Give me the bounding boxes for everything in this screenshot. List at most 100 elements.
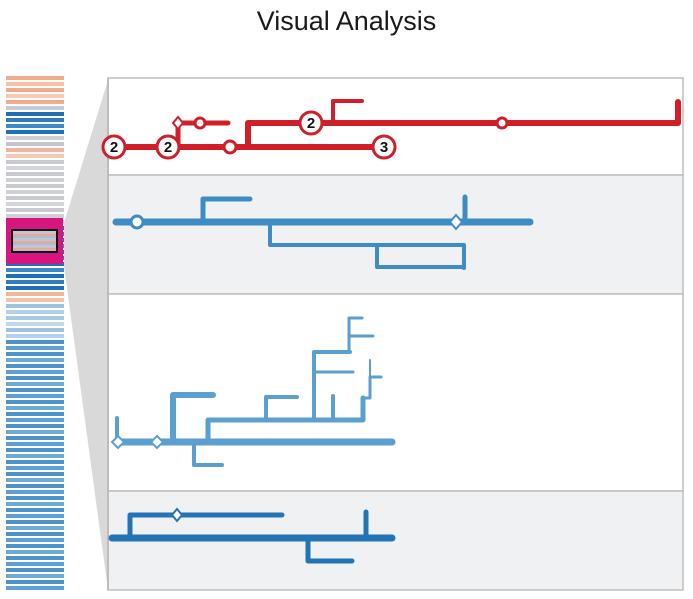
overview-stripe <box>6 556 64 560</box>
overview-stripe <box>6 106 64 110</box>
blue2-diamond-marker <box>448 213 464 231</box>
overview-stripe <box>6 466 64 470</box>
overview-viewport-selector[interactable] <box>6 218 63 264</box>
overview-stripe <box>6 382 64 386</box>
overview-stripe <box>6 484 64 488</box>
overview-stripe <box>6 310 64 314</box>
overview-stripe <box>6 298 64 302</box>
blue3-branch-b <box>205 395 366 445</box>
overview-stripe <box>6 454 64 458</box>
blue3-down-stub <box>192 440 224 467</box>
overview-stripe <box>6 262 64 266</box>
overview-stripe <box>6 520 64 524</box>
blue3-diamond-marker-left <box>110 434 126 450</box>
overview-stripe <box>6 124 64 128</box>
overview-stripe <box>6 118 64 122</box>
overview-stripe <box>6 370 64 374</box>
blue2-lower-branch <box>268 220 466 270</box>
panel-2-background <box>107 174 684 295</box>
red-node-text-2a: 2 <box>164 139 172 156</box>
overview-stripe <box>6 412 64 416</box>
overview-stripe <box>6 76 64 80</box>
overview-stripe <box>6 424 64 428</box>
blue4-diamond-marker <box>170 507 184 523</box>
panel-3-tree[interactable] <box>112 316 396 467</box>
overview-stripe <box>6 502 64 506</box>
overview-stripe <box>6 550 64 554</box>
zoom-funnel <box>64 80 108 590</box>
overview-stripe <box>6 172 64 176</box>
blue4-lower-stub <box>305 535 355 564</box>
red-circle-marker-right <box>495 116 509 130</box>
overview-stripe <box>6 142 64 146</box>
overview-stripe <box>6 190 64 194</box>
overview-stripe <box>6 400 64 404</box>
overview-stripe <box>6 154 64 158</box>
overview-stripe <box>6 490 64 494</box>
overview-stripe <box>6 316 64 320</box>
overview-stripe <box>6 532 64 536</box>
overview-stripe <box>6 184 64 188</box>
overview-stripe <box>6 496 64 500</box>
overview-stripe <box>6 100 64 104</box>
overview-stripe <box>6 136 64 140</box>
overview-stripe <box>6 178 64 182</box>
overview-stripe <box>6 94 64 98</box>
overview-stripe <box>6 214 64 218</box>
overview-stripe <box>6 82 64 86</box>
red-node-text-2b: 2 <box>307 115 315 132</box>
overview-stripe <box>6 340 64 344</box>
overview-stripe <box>6 442 64 446</box>
panel-4-tree[interactable] <box>108 509 396 564</box>
overview-stripe <box>6 526 64 530</box>
red-node-label-2b <box>298 110 324 136</box>
blue3-branch-c <box>264 395 299 422</box>
overview-stripe <box>6 364 64 368</box>
overview-stripe <box>6 460 64 464</box>
red-node-label-3 <box>371 134 397 160</box>
overview-stripe <box>6 346 64 350</box>
panel-3-markers <box>110 434 165 450</box>
overview-stripe <box>6 274 64 278</box>
panel-1-markers: 2 2 2 3 <box>101 110 509 160</box>
overview-stripe <box>6 472 64 476</box>
overview-stripe <box>6 148 64 152</box>
figure-title: Visual Analysis <box>256 6 437 36</box>
blue3-branch-d <box>312 350 352 422</box>
blue3-branch-h <box>361 375 383 400</box>
blue2-top-stub <box>200 196 253 225</box>
blue3-diamond-marker <box>149 434 165 450</box>
red-top-stub <box>331 99 364 125</box>
overview-stripe <box>6 88 64 92</box>
blue4-upper-branch <box>127 512 285 541</box>
overview-stripe <box>6 358 64 362</box>
red-circle-marker-small <box>193 116 207 130</box>
overview-stripe <box>6 280 64 284</box>
overview-stripe <box>6 292 64 296</box>
overview-stripe <box>6 268 64 272</box>
overview-stripe <box>6 196 64 200</box>
overview-stripe <box>6 166 64 170</box>
overview-stripe <box>6 580 64 584</box>
red-node-label-2a <box>155 134 181 160</box>
overview-stripe <box>6 586 64 590</box>
overview-stripe <box>6 568 64 572</box>
overview-stripe <box>6 304 64 308</box>
overview-stripe <box>6 352 64 356</box>
blue2-bottom-branch <box>375 243 464 269</box>
overview-stripe <box>6 508 64 512</box>
panel-1-background <box>107 77 684 176</box>
red-node-text-left: 2 <box>110 139 118 156</box>
red-node-text-3: 3 <box>380 139 388 156</box>
overview-stripe <box>6 130 64 134</box>
overview-stripe <box>6 328 64 332</box>
red-circle-marker <box>222 139 238 155</box>
viewport-window <box>11 229 58 253</box>
blue3-branch-a <box>170 392 216 445</box>
overview-stripe <box>6 448 64 452</box>
panel-2-markers <box>129 213 464 231</box>
red-diamond-marker <box>171 115 185 131</box>
overview-stripe <box>6 544 64 548</box>
red-upper-branch <box>245 99 681 150</box>
